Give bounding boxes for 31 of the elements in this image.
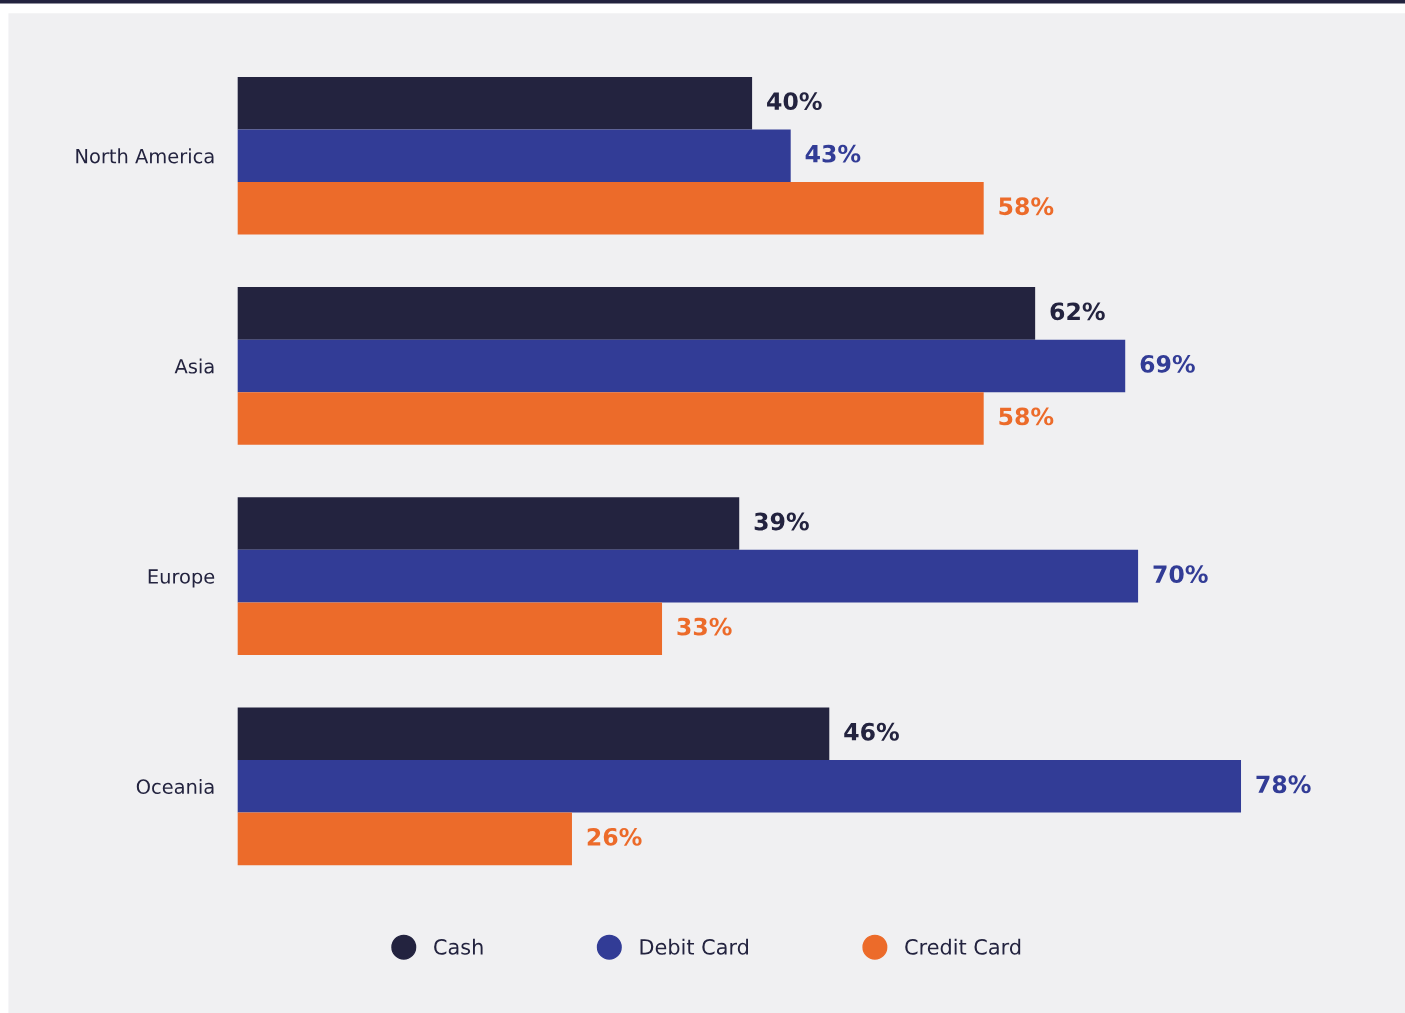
legend-label: Cash — [434, 938, 483, 955]
bar — [237, 339, 1126, 393]
y-tick-label: North America — [76, 148, 214, 164]
data-label: 33% — [677, 617, 732, 636]
bar — [237, 497, 740, 550]
data-label: 78% — [1256, 775, 1311, 794]
y-tick-label: Asia — [174, 358, 214, 374]
data-label: 70% — [1153, 565, 1208, 583]
legend-label: Credit Card — [905, 938, 1021, 955]
bar — [237, 602, 663, 655]
data-label: 26% — [587, 827, 642, 846]
bar — [237, 182, 984, 235]
data-label: 58% — [999, 407, 1054, 426]
bar — [237, 760, 1242, 813]
bar — [237, 707, 830, 761]
data-label: 58% — [999, 197, 1054, 216]
bar — [237, 392, 984, 445]
data-label: 46% — [844, 722, 899, 741]
bar — [237, 287, 1036, 340]
data-label: 62% — [1050, 302, 1105, 321]
data-label: 39% — [754, 512, 809, 531]
data-label: 69% — [1140, 354, 1195, 373]
bar — [237, 76, 753, 130]
bar — [237, 549, 1139, 603]
bar — [237, 129, 791, 183]
y-tick-label: Europe — [148, 569, 215, 588]
data-label: 43% — [805, 144, 861, 163]
y-tick-label: Oceania — [136, 778, 214, 795]
data-label: 40% — [767, 92, 822, 111]
bar — [237, 812, 572, 866]
legend-label: Debit Card — [640, 938, 748, 955]
